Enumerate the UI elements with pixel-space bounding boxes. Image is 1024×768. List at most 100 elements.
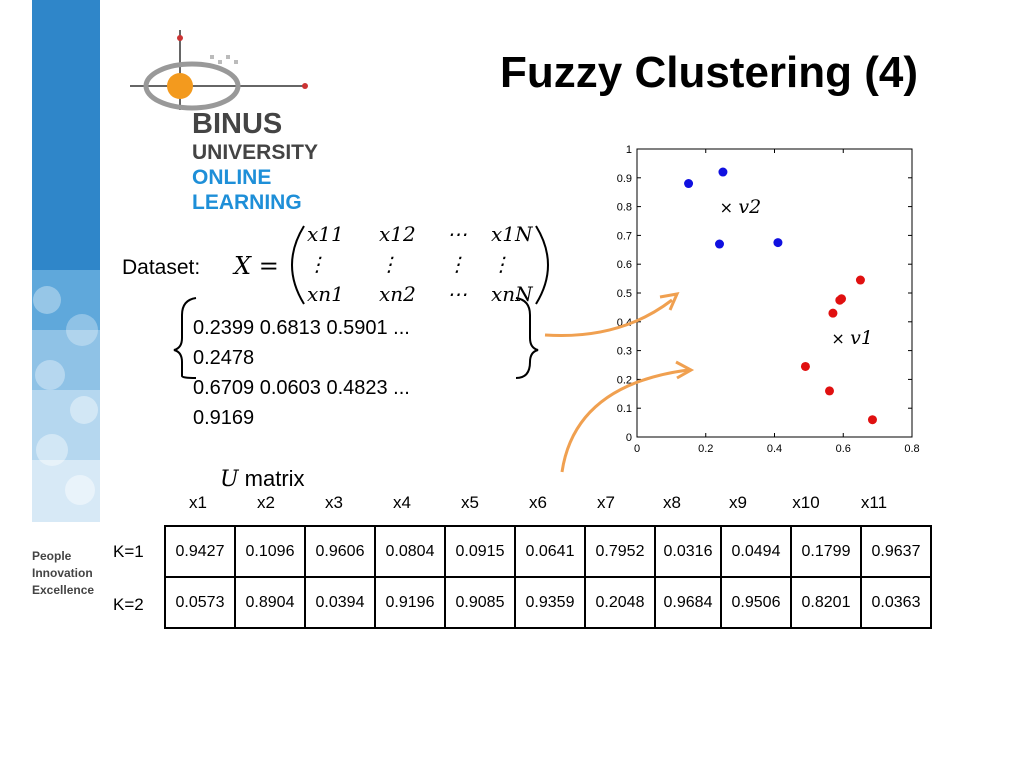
table-cell: 0.0316 [654,525,722,578]
u-column-header: x7 [597,493,615,512]
table-cell: 0.9637 [860,525,932,578]
u-matrix-label: U matrix [220,466,305,492]
sidebar-decoration [32,0,100,522]
data-point [684,179,694,189]
plot-frame [636,148,913,438]
u-column-header: x1 [189,493,207,512]
u-matrix-text: matrix [244,466,305,491]
matrix-left-paren [291,225,305,305]
table-cell: 0.1096 [234,525,306,578]
u-column-header: x9 [729,493,747,512]
matrix-grid: x11 x12 ⋯ x1N ⋮ ⋮ ⋮ ⋮ xn1 xn2 ⋯ xnN [307,222,542,308]
slide-title: Fuzzy Clustering (4) [500,48,919,97]
matrix-cell: ⋮ [491,252,511,276]
sidebar-circles [33,286,98,505]
scatter-plot: 0 0.2 0.4 0.6 0.8 0 0.1 0.2 0.3 0.4 0.5 0.6 0.7 0.8 0.… [617,144,920,455]
matrix-cell: x1N [491,222,533,246]
u-column-header: x10 [792,493,820,512]
data-point [715,239,724,249]
u-column-header: x6 [529,493,547,512]
centroid-marker: × [720,198,733,217]
matrix-cell: x12 [379,222,416,246]
y-tick-label: 0.2 [617,374,632,386]
u-column-header: x5 [461,493,479,512]
table-cell: 0.9506 [720,576,792,629]
data-point [773,238,783,248]
motto-line: Excellence [32,583,95,597]
table-cell: 0.0641 [514,525,586,578]
table-cell: 0.9606 [304,525,376,578]
table-cell: 0.9196 [374,576,446,629]
matrix-cell: ⋯ [447,282,467,306]
u-column-header: x2 [257,493,275,512]
y-tick-label: 1 [626,144,632,156]
table-cell: 0.0573 [164,576,236,629]
motto: People Innovation Excellence [32,548,94,599]
matrix-cell: ⋮ [447,252,467,276]
table-row: 0.0573 0.8904 0.0394 0.9196 0.9085 0.9359 0.20… [164,576,932,629]
logo-line-learning: LEARNING [192,191,302,214]
matrix-cell: xn2 [379,282,416,306]
table-cell: 0.8904 [234,576,306,629]
y-tick-label: 0.9 [617,173,632,185]
u-column-header: x4 [393,493,411,512]
y-tick-label: 0 [626,432,632,444]
logo-emblem-icon [130,30,308,111]
data-line: 0.9169 [193,407,255,429]
matrix-cell: ⋮ [307,252,327,276]
matrix-cell: x11 [307,222,344,246]
data-point [825,386,834,396]
table-cell: 0.0915 [444,525,516,578]
dataset-label: Dataset: [122,256,201,279]
y-tick-label: 0.8 [617,202,632,214]
table-cell: 0.0394 [304,576,376,629]
logo-line-university: UNIVERSITY [192,141,319,164]
u-symbol: U [220,467,239,492]
logo-line-binus: BINUS [192,108,283,140]
matrix-symbol: X = [234,252,279,280]
table-cell: 0.9684 [654,576,722,629]
centroid-label: v1 [850,327,873,349]
u-row-label: K=1 [113,542,144,561]
motto-line: Innovation [32,566,93,580]
motto-line: People [32,549,72,563]
data-point [828,308,838,318]
table-row: 0.9427 0.1096 0.9606 0.0804 0.0915 0.0641 0.79… [164,525,932,578]
table-cell: 0.9359 [514,576,586,629]
data-values: 0.2399 0.6813 0.5901 ... 0.2478 0.6709 0… [193,313,513,433]
u-column-header: x11 [860,493,888,512]
u-column-header: x3 [325,493,343,512]
x-tick-label: 0.6 [836,443,851,455]
x-tick-label: 0 [634,443,640,455]
x-tick-label: 0.4 [767,443,782,455]
table-cell: 0.1799 [790,525,862,578]
u-matrix-table: 0.9427 0.1096 0.9606 0.0804 0.0915 0.0641 0.79… [164,525,932,629]
data-line: 0.2399 0.6813 0.5901 ... [193,317,410,339]
matrix-cell: xn1 [307,282,344,306]
y-tick-label: 0.1 [617,403,632,415]
table-cell: 0.8201 [790,576,862,629]
table-cell: 0.0494 [720,525,792,578]
data-line: 0.2478 [193,347,255,369]
table-cell: 0.7952 [584,525,656,578]
y-tick-label: 0.4 [617,317,632,329]
y-tick-label: 0.5 [617,288,632,300]
centroid-marker: × [831,329,844,348]
y-tick-label: 0.6 [617,259,632,271]
data-point [855,275,865,285]
table-cell: 0.0804 [374,525,446,578]
x-tick-label: 0.8 [904,443,919,455]
data-point [867,415,877,425]
table-cell: 0.9427 [164,525,236,578]
data-right-brace [515,297,539,379]
data-line: 0.6709 0.0603 0.4823 ... [193,377,410,399]
data-point [835,295,845,305]
matrix-cell: xnN [491,282,533,306]
data-point [718,167,728,177]
table-cell: 0.2048 [584,576,656,629]
table-cell: 0.9085 [444,576,516,629]
u-column-header: x8 [663,493,681,512]
logo-line-online: ONLINE [192,166,272,189]
centroid-label: v2 [738,196,761,218]
data-point [800,361,810,371]
